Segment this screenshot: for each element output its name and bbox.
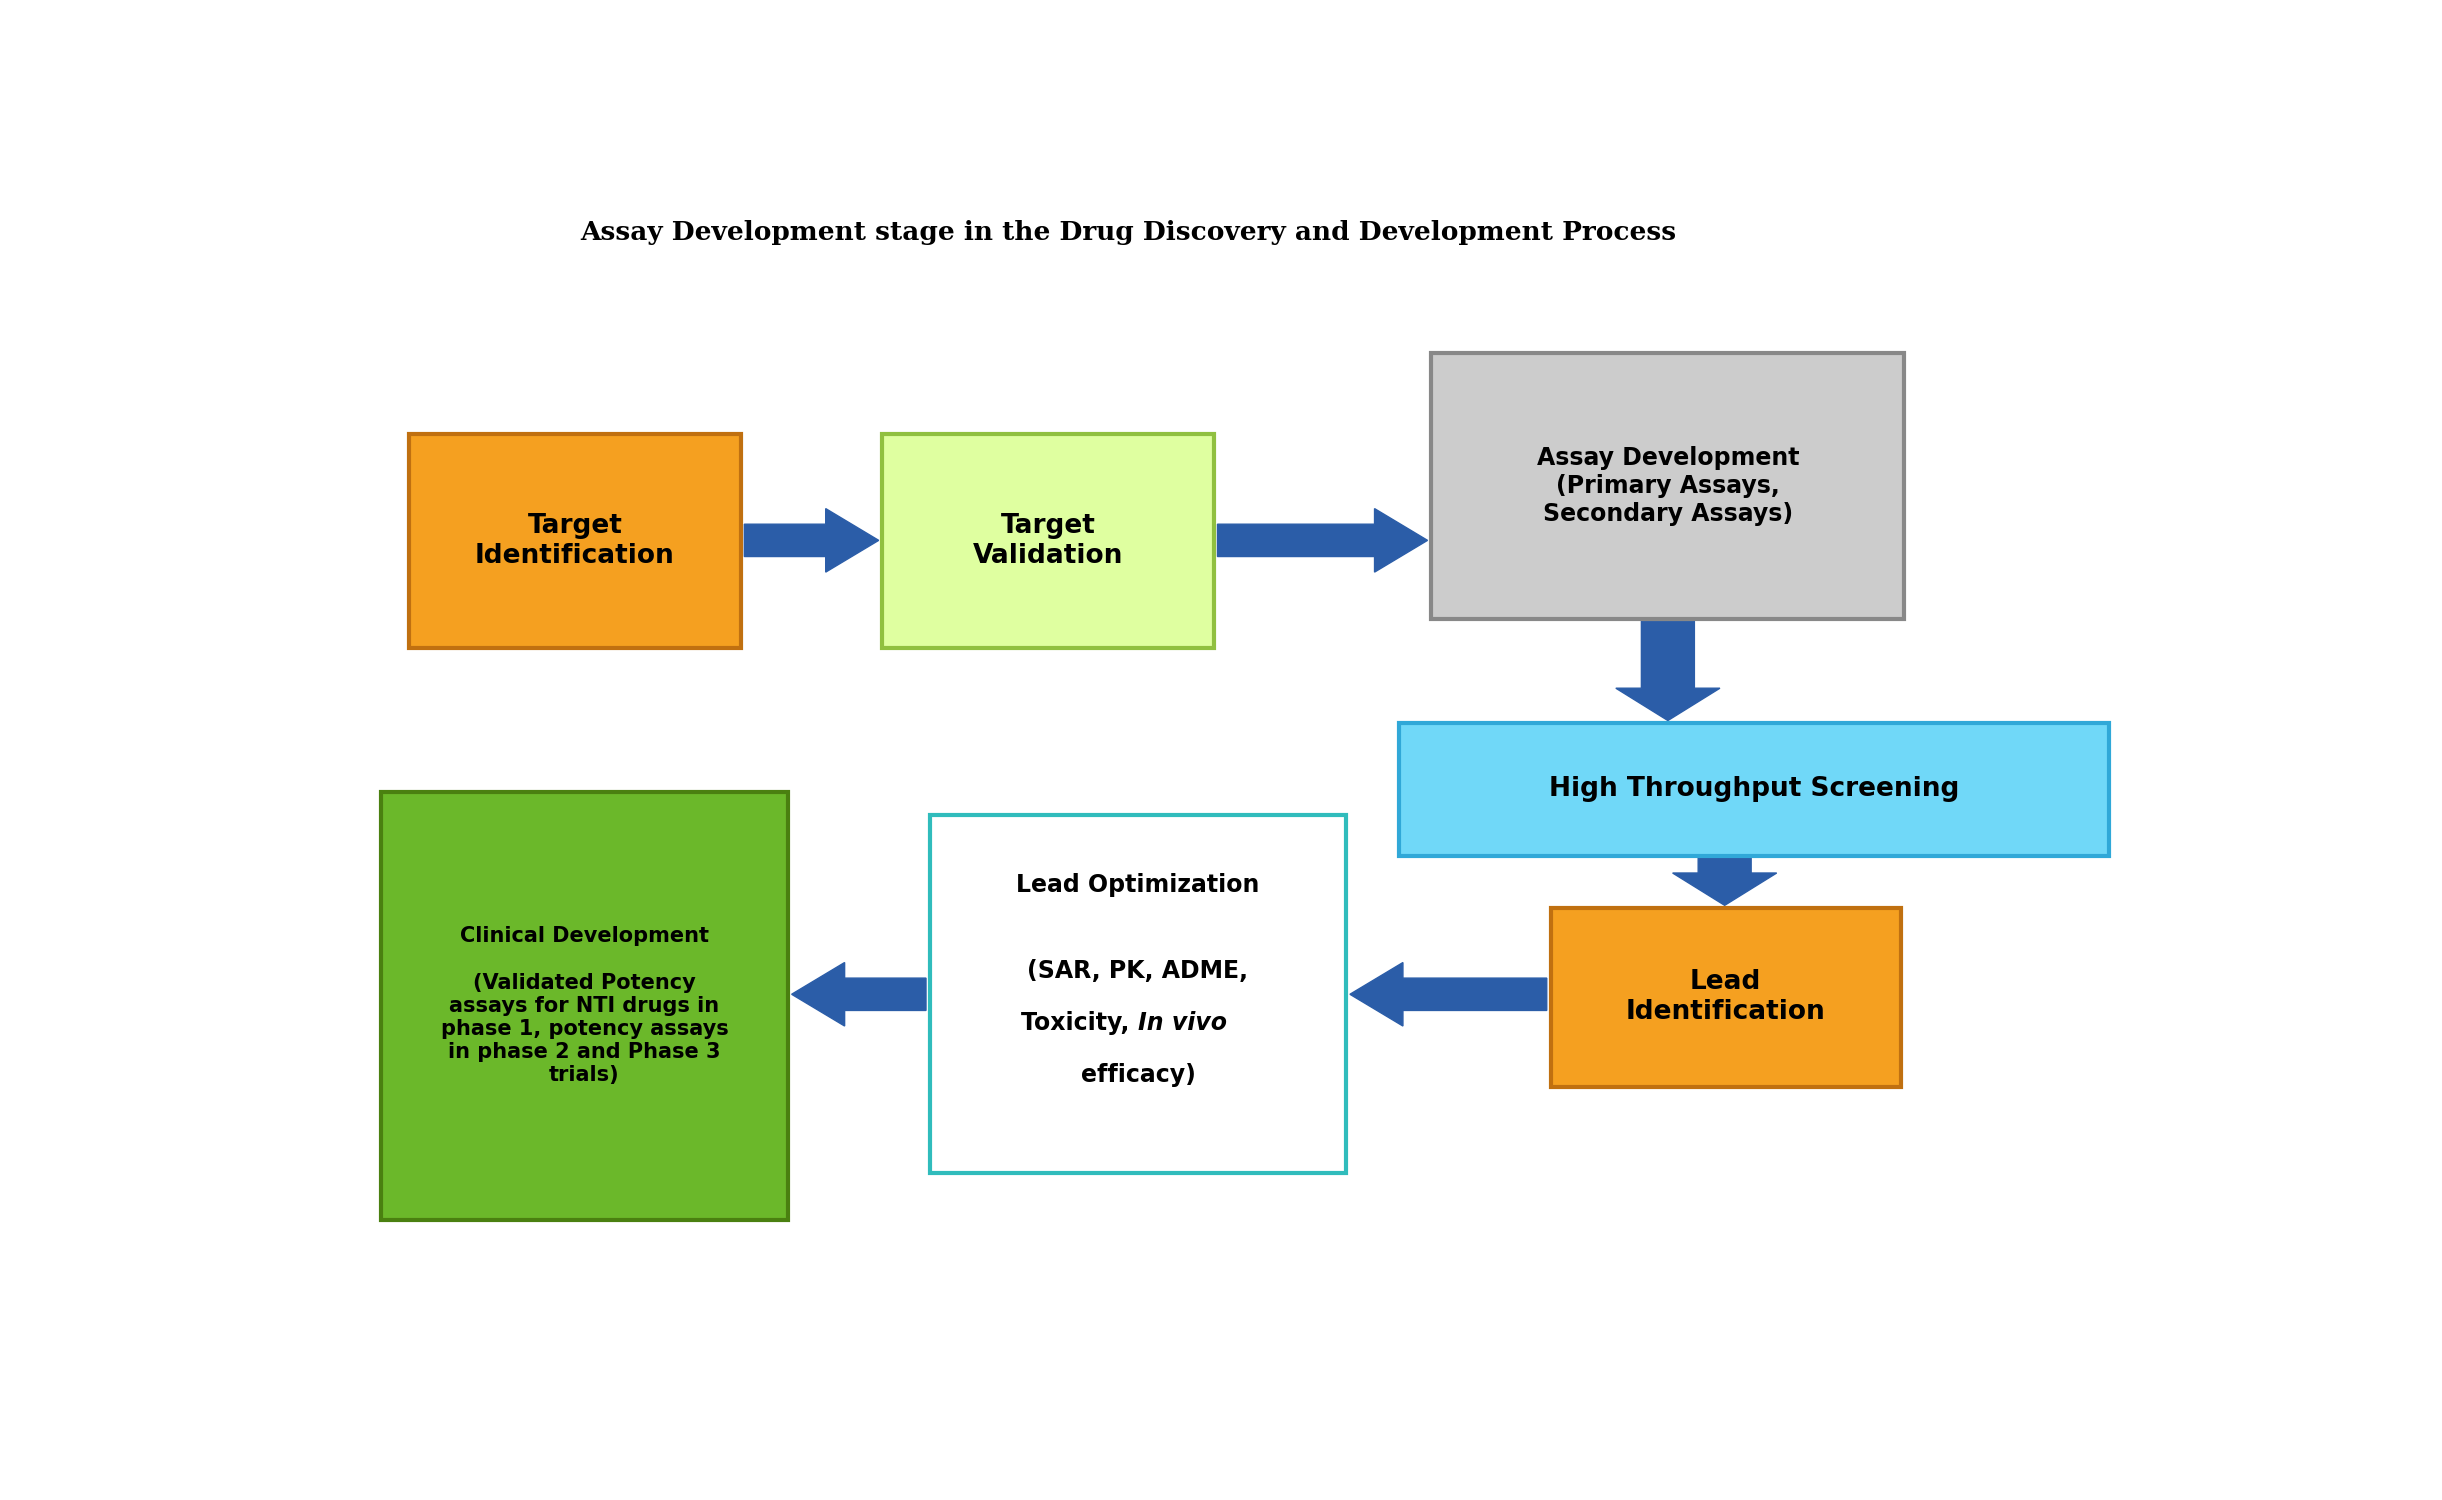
Text: Target
Validation: Target Validation [972,513,1123,568]
FancyBboxPatch shape [410,433,740,648]
Text: In vivo: In vivo [1138,1011,1226,1035]
FancyArrow shape [1673,858,1778,906]
Text: Assay Development stage in the Drug Discovery and Development Process: Assay Development stage in the Drug Disc… [581,220,1678,246]
Text: Lead Optimization: Lead Optimization [1016,873,1260,897]
Text: Target
Identification: Target Identification [476,513,674,568]
FancyArrow shape [1350,963,1546,1026]
FancyBboxPatch shape [1551,908,1900,1086]
FancyBboxPatch shape [381,792,789,1220]
Text: efficacy): efficacy) [1079,1064,1197,1088]
Text: Clinical Development

(Validated Potency
assays for NTI drugs in
phase 1, potenc: Clinical Development (Validated Potency … [440,926,728,1086]
Text: (SAR, PK, ADME,: (SAR, PK, ADME, [1028,958,1248,982]
FancyArrow shape [1617,621,1719,720]
FancyBboxPatch shape [882,433,1214,648]
FancyBboxPatch shape [930,816,1346,1173]
FancyBboxPatch shape [1431,354,1905,620]
Text: Assay Development
(Primary Assays,
Secondary Assays): Assay Development (Primary Assays, Secon… [1536,447,1800,526]
Text: High Throughput Screening: High Throughput Screening [1548,777,1958,802]
Text: Toxicity,: Toxicity, [1021,1011,1138,1035]
FancyArrow shape [1219,509,1429,572]
FancyBboxPatch shape [1399,723,2110,855]
FancyArrow shape [791,963,926,1026]
Text: Lead
Identification: Lead Identification [1626,969,1827,1024]
FancyArrow shape [745,509,879,572]
